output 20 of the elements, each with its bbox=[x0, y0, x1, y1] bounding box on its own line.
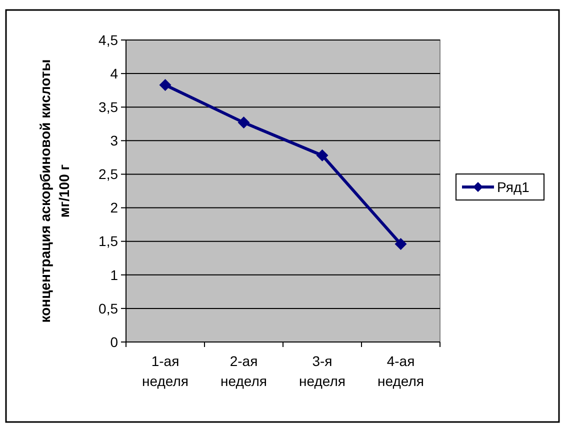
point bbox=[159, 78, 172, 91]
x-tick-label: 4-ая неделя bbox=[378, 353, 424, 389]
y-tick-label: 4,5 bbox=[98, 32, 118, 48]
y-tick-label: 0 bbox=[110, 334, 118, 350]
y-tick-label: 0,5 bbox=[98, 300, 118, 316]
x-tick-label: 1-ая неделя bbox=[142, 353, 188, 389]
y-tick-label: 2,5 bbox=[98, 166, 118, 182]
y-tick-label: 1 bbox=[110, 266, 118, 283]
y-tick-label: 1,5 bbox=[98, 233, 118, 250]
y-tick-label: 4 bbox=[110, 65, 118, 82]
y-axis-title: концентрация аскорбиновой кислоты мг/100 г bbox=[37, 59, 72, 323]
x-tick-label: 2-ая неделя bbox=[220, 353, 267, 389]
point bbox=[238, 116, 250, 129]
y-tick-label: 3 bbox=[110, 132, 118, 149]
y-tick-label: 2 bbox=[110, 200, 118, 216]
point bbox=[316, 149, 328, 162]
y-tick-label: 3,5 bbox=[98, 99, 118, 116]
legend-label: Ряд1 bbox=[497, 178, 530, 195]
point bbox=[394, 238, 407, 250]
x-tick-label: 3-я неделя bbox=[299, 353, 346, 389]
